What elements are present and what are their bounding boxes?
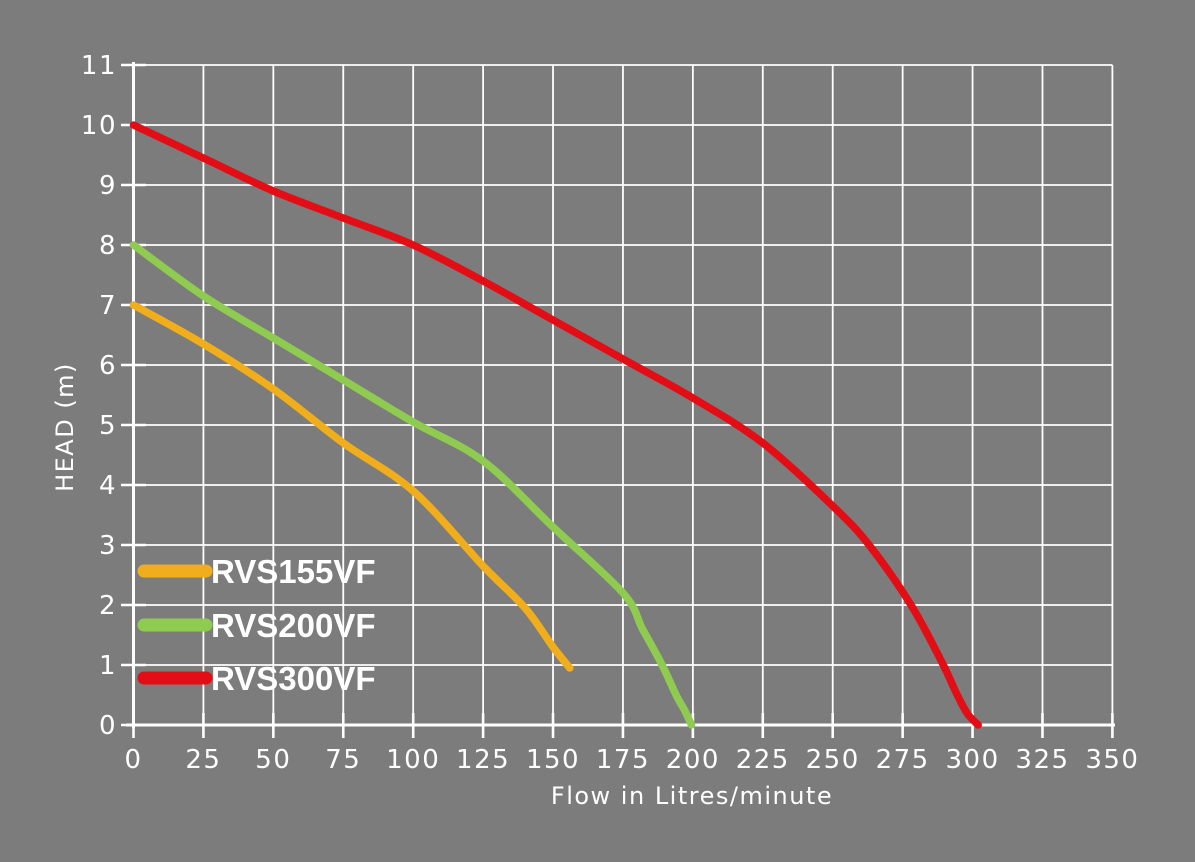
- pump-curves: [129, 121, 982, 729]
- grid-lines: [132, 64, 1114, 726]
- y-tick-label: 3: [99, 531, 117, 561]
- x-tick-label: 100: [386, 745, 440, 775]
- axes: [126, 62, 1115, 728]
- x-tick-label: 50: [255, 745, 291, 775]
- x-tick-label: 225: [736, 745, 790, 775]
- legend-label-RVS155VF: RVS155VF: [211, 553, 375, 590]
- x-tick-label: 125: [456, 745, 510, 775]
- curve-RVS155VF: [129, 301, 574, 672]
- x-tick-label: 0: [124, 745, 142, 775]
- x-tick-label: 25: [185, 745, 221, 775]
- x-tick-label: 350: [1085, 745, 1139, 775]
- x-tick-label: 275: [876, 745, 930, 775]
- tick-labels: 0 25 50 75 100 125 150 175 200 225 250 275 300 325 350…: [81, 51, 1139, 775]
- x-tick-label: 150: [526, 745, 580, 775]
- y-tick-label: 8: [99, 231, 117, 261]
- tick-marks: [121, 63, 1114, 738]
- legend-label-RVS200VF: RVS200VF: [211, 607, 375, 644]
- curve-RVS300VF: [129, 121, 982, 729]
- x-tick-label: 300: [945, 745, 999, 775]
- y-tick-label: 4: [99, 471, 117, 501]
- y-tick-label: 1: [99, 651, 117, 681]
- y-tick-label: 5: [99, 411, 117, 441]
- y-axis-title: HEAD (m): [51, 362, 79, 492]
- legend-item-RVS300VF: RVS300VF: [137, 660, 375, 697]
- y-tick-label: 11: [81, 51, 117, 81]
- y-tick-label: 2: [99, 591, 117, 621]
- legend: RVS155VF RVS200VF RVS300VF: [137, 553, 375, 697]
- legend-item-RVS200VF: RVS200VF: [137, 607, 375, 644]
- x-tick-label: 175: [596, 745, 650, 775]
- x-tick-label: 325: [1015, 745, 1069, 775]
- x-tick-label: 200: [666, 745, 720, 775]
- y-tick-label: 9: [99, 171, 117, 201]
- y-tick-label: 7: [99, 291, 117, 321]
- x-tick-label: 250: [806, 745, 860, 775]
- x-tick-label: 75: [325, 745, 361, 775]
- y-tick-label: 6: [99, 351, 117, 381]
- x-axis-title: Flow in Litres/minute: [551, 782, 833, 810]
- y-tick-label: 0: [99, 711, 117, 741]
- legend-label-RVS300VF: RVS300VF: [211, 660, 375, 697]
- curve-RVS200VF: [129, 241, 696, 729]
- legend-item-RVS155VF: RVS155VF: [137, 553, 375, 590]
- y-tick-label: 10: [81, 111, 117, 141]
